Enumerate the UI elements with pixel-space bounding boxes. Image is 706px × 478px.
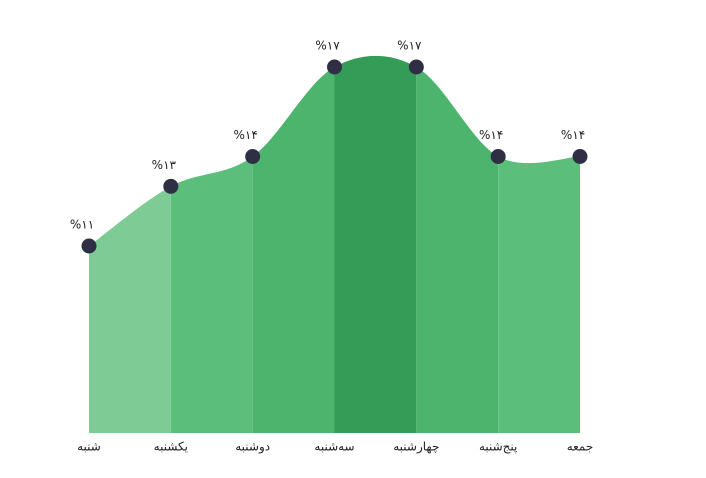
x-tick-label: سه‌شنبه <box>314 440 354 454</box>
data-label: %۱۱ <box>70 218 94 232</box>
x-tick-label: جمعه <box>567 440 594 454</box>
area-segment <box>252 67 335 433</box>
area-segment <box>498 156 580 433</box>
data-point <box>408 59 424 75</box>
area-segment <box>334 55 417 433</box>
data-label: %۱۷ <box>397 39 422 53</box>
x-tick-label: پنج‌شنبه <box>479 440 517 454</box>
x-tick-label: چهارشنبه <box>393 440 439 455</box>
data-label: %۱۴ <box>234 128 258 142</box>
data-label: %۱۴ <box>479 128 503 142</box>
data-point <box>163 178 179 194</box>
area-segment <box>89 186 171 433</box>
area-segment <box>416 67 499 433</box>
data-point <box>327 59 342 75</box>
data-label: %۱۴ <box>561 128 585 142</box>
data-point <box>572 149 588 164</box>
data-point <box>245 149 261 164</box>
x-tick-label: یکشنبه <box>154 440 188 454</box>
data-point <box>81 238 97 254</box>
x-tick-label: شنبه <box>77 440 101 454</box>
x-tick-label: دوشنبه <box>235 440 270 455</box>
data-label: %۱۷ <box>315 39 340 53</box>
data-label: %۱۳ <box>152 158 177 172</box>
area-segment <box>170 156 253 433</box>
data-point <box>490 149 506 164</box>
